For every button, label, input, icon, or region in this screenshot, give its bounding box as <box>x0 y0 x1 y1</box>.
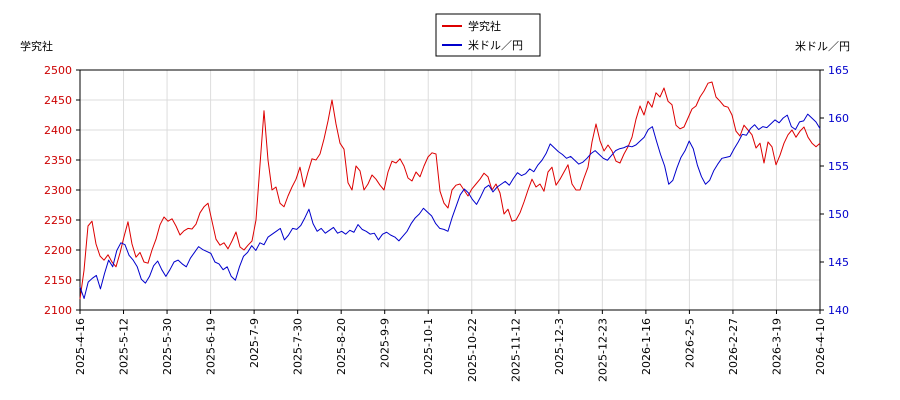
right-tick-label: 140 <box>828 304 849 317</box>
left-tick-label: 2500 <box>44 64 72 77</box>
left-tick-label: 2350 <box>44 154 72 167</box>
legend-box <box>435 13 541 57</box>
left-tick-label: 2200 <box>44 244 72 257</box>
right-axis: 140 145 150 155 160 165 <box>820 64 849 317</box>
left-axis-title: 学究社 <box>20 39 53 53</box>
grid <box>80 69 820 311</box>
x-tick-label: 2026-3-19 <box>770 318 783 375</box>
left-tick-label: 2300 <box>44 184 72 197</box>
right-tick-label: 155 <box>828 160 849 173</box>
x-tick-label: 2025-4-16 <box>74 318 87 375</box>
x-tick-label: 2025-7-30 <box>292 318 305 375</box>
series-line-usdjpy <box>79 113 821 299</box>
x-tick-label: 2025-10-1 <box>422 318 435 375</box>
x-tick-label: 2025-5-12 <box>118 318 131 375</box>
x-tick-label: 2026-4-10 <box>814 318 827 375</box>
legend-label-gakkyusha: 学究社 <box>468 19 501 33</box>
left-tick-label: 2100 <box>44 304 72 317</box>
x-tick-label: 2025-11-12 <box>509 318 522 382</box>
left-tick-label: 2250 <box>44 214 72 227</box>
x-tick-label: 2025-6-19 <box>205 318 218 375</box>
x-tick-label: 2025-7-9 <box>248 318 261 368</box>
right-axis-title: 米ドル／円 <box>795 40 850 53</box>
x-tick-label: 2025-12-23 <box>596 318 609 382</box>
x-tick-label: 2026-2-5 <box>683 318 696 368</box>
left-tick-label: 2150 <box>44 274 72 287</box>
x-axis: 2025-4-16 2025-5-12 2025-5-30 2025-6-19 2025… <box>74 310 827 382</box>
left-tick-label: 2450 <box>44 94 72 107</box>
x-tick-label: 2025-9-9 <box>379 318 392 368</box>
x-tick-label: 2025-12-3 <box>553 318 566 375</box>
x-tick-label: 2026-1-16 <box>640 318 653 375</box>
x-tick-label: 2025-8-20 <box>335 318 348 375</box>
x-tick-label: 2025-10-22 <box>466 318 479 382</box>
x-tick-label: 2025-5-30 <box>161 318 174 375</box>
series-line-gakkyusha <box>79 81 821 300</box>
right-tick-label: 160 <box>828 112 849 125</box>
right-tick-label: 145 <box>828 256 849 269</box>
right-tick-label: 150 <box>828 208 849 221</box>
series-layer <box>79 81 821 300</box>
legend: 学究社 米ドル／円 <box>435 13 541 57</box>
x-tick-label: 2026-2-27 <box>727 318 740 375</box>
left-axis: 2100 2150 2200 2250 2300 2350 2400 2450 2500 <box>44 64 80 317</box>
right-tick-label: 165 <box>828 64 849 77</box>
left-tick-label: 2400 <box>44 124 72 137</box>
legend-label-usdjpy: 米ドル／円 <box>468 39 523 52</box>
